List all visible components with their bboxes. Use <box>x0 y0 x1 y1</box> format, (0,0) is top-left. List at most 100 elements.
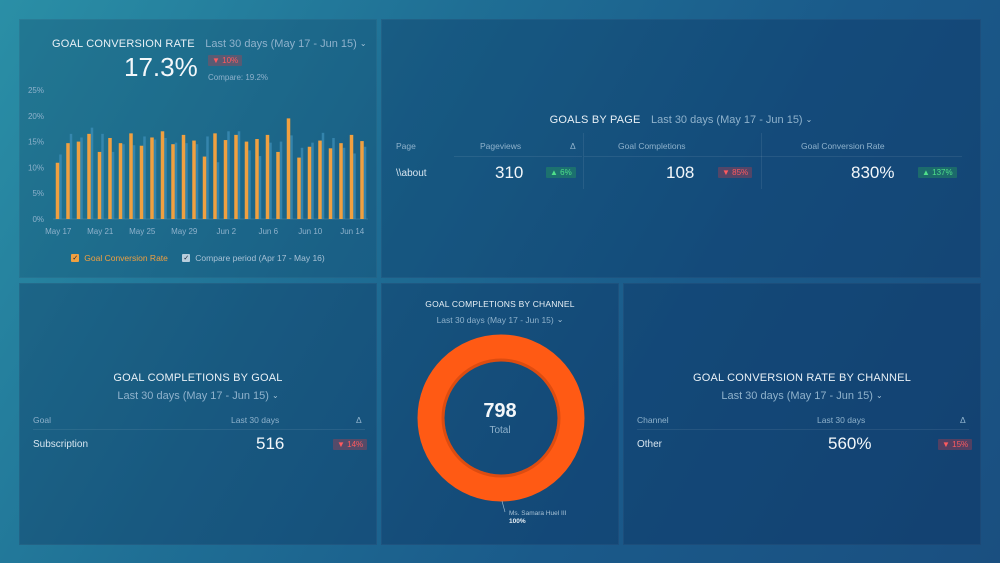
conversion-rate-bar[interactable] <box>213 133 217 219</box>
compare-bar[interactable] <box>206 136 209 219</box>
conversion-rate-bar[interactable] <box>349 134 354 219</box>
compare-bar[interactable] <box>363 146 367 219</box>
conversion-rate-bar[interactable] <box>129 133 133 219</box>
compare-bar[interactable] <box>122 144 125 219</box>
compare-bar[interactable] <box>237 131 241 219</box>
channel-donut-chart <box>417 334 585 513</box>
compare-bar[interactable] <box>59 154 62 220</box>
donut-slice[interactable] <box>417 334 585 502</box>
compare-bar[interactable] <box>80 137 83 219</box>
conversion-rate-bar[interactable] <box>276 151 280 219</box>
divider <box>583 133 584 189</box>
checkbox-checked-icon: ✓ <box>182 254 191 262</box>
conversion-rate-bar[interactable] <box>87 133 91 219</box>
x-tick-label: Jun 6 <box>258 227 278 236</box>
conversion-rate-bar[interactable] <box>76 141 81 219</box>
compare-bar[interactable] <box>269 142 272 219</box>
conversion-rate-bar[interactable] <box>244 141 249 219</box>
divider <box>584 156 962 157</box>
conversion-rate-bar[interactable] <box>97 151 102 219</box>
conversion-rate-bar[interactable] <box>223 140 228 219</box>
row-goal-conversion-rate-delta: ▲ 137% <box>918 167 957 178</box>
compare-bar[interactable] <box>342 147 346 219</box>
compare-bar[interactable] <box>69 133 73 219</box>
conversion-rate-bar[interactable] <box>360 141 364 219</box>
compare-bar[interactable] <box>311 142 314 219</box>
goals-by-page-table: Page Pageviews Δ Goal Completions Goal C… <box>382 20 982 279</box>
widget-title-wrap: GOAL COMPLETIONS BY CHANNEL <box>382 294 618 312</box>
widget-header: GOALS BY PAGE Last 30 days (May 17 - Jun… <box>382 110 980 128</box>
compare-bar[interactable] <box>300 147 304 219</box>
compare-bar[interactable] <box>216 162 220 219</box>
date-range-selector[interactable]: Last 30 days (May 17 - Jun 15) ⌄ <box>437 315 564 325</box>
y-tick-label: 0% <box>32 215 44 224</box>
conversion-rate-bar[interactable] <box>202 156 207 219</box>
legend-item-goal-conversion-rate[interactable]: ✓ Goal Conversion Rate <box>71 253 168 263</box>
column-header-last-30-days: Last 30 days <box>817 415 866 425</box>
compare-bar[interactable] <box>153 139 157 219</box>
compare-bar[interactable] <box>227 131 230 219</box>
conversion-rate-bar[interactable] <box>171 144 175 219</box>
y-tick-label: 5% <box>32 189 44 198</box>
compare-bar[interactable] <box>164 137 167 219</box>
widget-title: GOAL COMPLETIONS BY CHANNEL <box>425 299 575 309</box>
y-tick-label: 25% <box>28 86 44 95</box>
compare-bar[interactable] <box>132 145 136 219</box>
date-range-selector[interactable]: Last 30 days (May 17 - Jun 15) ⌄ <box>117 390 278 402</box>
conversion-rate-bar[interactable] <box>318 140 322 219</box>
conversion-rate-bar[interactable] <box>55 162 60 219</box>
compare-bar[interactable] <box>195 144 199 219</box>
donut-leader-line <box>501 500 506 513</box>
conversion-rate-bar[interactable] <box>160 131 165 219</box>
date-range-selector[interactable]: Last 30 days (May 17 - Jun 15) ⌄ <box>721 390 882 402</box>
conversion-rate-bar[interactable] <box>265 134 270 219</box>
row-page-name[interactable]: \\about <box>396 168 427 179</box>
compare-bar[interactable] <box>258 156 262 219</box>
conversion-rate-bar[interactable] <box>66 143 70 219</box>
widget-title: GOAL CONVERSION RATE BY CHANNEL <box>692 372 912 384</box>
conversion-rate-bar[interactable] <box>108 137 112 219</box>
row-goal-delta: ▼ 14% <box>333 439 368 450</box>
compare-bar[interactable] <box>185 143 188 219</box>
column-header-channel: Channel <box>637 415 669 425</box>
compare-bar[interactable] <box>279 141 283 219</box>
conversion-rate-bar[interactable] <box>234 134 238 219</box>
conversion-rate-bar[interactable] <box>150 137 154 219</box>
column-header-delta: Δ <box>356 415 362 425</box>
conversion-rate-bar[interactable] <box>139 145 144 219</box>
compare-bar[interactable] <box>353 153 356 219</box>
conversion-rate-bar[interactable] <box>328 148 333 219</box>
date-range-selector[interactable]: Last 30 days (May 17 - Jun 15) ⌄ <box>205 38 366 50</box>
checkbox-checked-icon: ✓ <box>71 254 80 262</box>
compare-bar[interactable] <box>321 132 325 219</box>
donut-inner-shadow <box>441 358 561 478</box>
row-channel-name[interactable]: Other <box>637 439 663 450</box>
conversion-rate-bar[interactable] <box>339 143 343 219</box>
compare-bar[interactable] <box>174 142 178 219</box>
conversion-rate-bar[interactable] <box>192 140 196 219</box>
date-range-label: Last 30 days (May 17 - Jun 15) <box>117 390 269 402</box>
widget-title-wrap: GOAL CONVERSION RATE BY CHANNEL <box>624 368 980 386</box>
conversion-rate-bar[interactable] <box>307 146 312 219</box>
compare-bar[interactable] <box>90 127 94 219</box>
compare-bar[interactable] <box>101 133 104 219</box>
row-goal-name[interactable]: Subscription <box>33 439 89 450</box>
conversion-rate-bar[interactable] <box>297 157 301 219</box>
date-range-selector[interactable]: Last 30 days (May 17 - Jun 15) ⌄ <box>651 114 812 126</box>
compare-bar[interactable] <box>332 137 335 219</box>
divider <box>761 133 762 189</box>
conversion-rate-bar[interactable] <box>255 139 259 219</box>
widget-header: GOAL CONVERSION RATE Last 30 days (May 1… <box>52 34 367 52</box>
conversion-rate-bar[interactable] <box>118 143 123 219</box>
compare-bar[interactable] <box>111 151 115 219</box>
conversion-rate-bar-chart: 0% 5% 10% 15% 20% 25% May 17 May 21 May 25 May 29… <box>28 86 368 236</box>
compare-bar[interactable] <box>290 135 293 219</box>
conversion-rate-bar[interactable] <box>181 134 186 219</box>
date-range-label: Last 30 days (May 17 - Jun 15) <box>205 38 357 50</box>
compare-bar[interactable] <box>143 136 146 219</box>
legend-item-compare-period[interactable]: ✓ Compare period (Apr 17 - May 16) <box>182 253 325 263</box>
y-tick-label: 15% <box>28 138 44 147</box>
compare-bar[interactable] <box>248 150 251 219</box>
conversion-rate-bar[interactable] <box>286 118 291 219</box>
date-range-wrap: Last 30 days (May 17 - Jun 15) ⌄ <box>382 310 618 328</box>
